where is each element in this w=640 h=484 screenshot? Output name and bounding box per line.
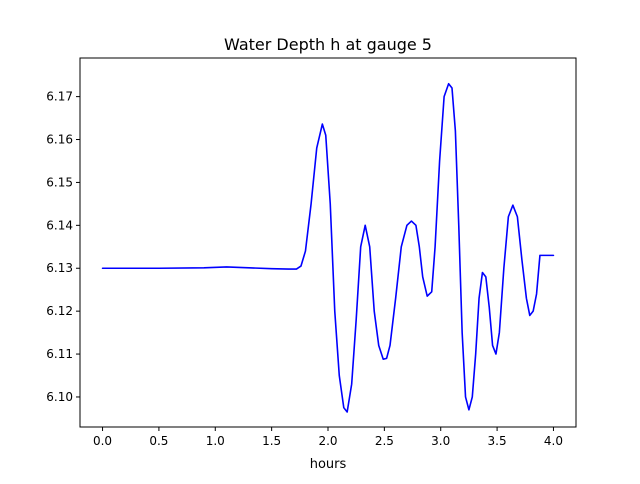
y-tick-label: 6.15	[46, 175, 73, 189]
y-tick-label: 6.16	[46, 133, 73, 147]
x-tick-label: 1.0	[206, 434, 225, 448]
y-tick-label: 6.11	[46, 347, 73, 361]
plot-area: 0.0 0.5 1.0 1.5 2.0 2.5 3.0 3.5 4.0 6.10 6.11 6.12 6…	[46, 57, 577, 448]
x-tick-label: 3.5	[488, 434, 507, 448]
x-tick-label: 2.0	[318, 434, 337, 448]
y-tick-label: 6.14	[46, 218, 73, 232]
y-tick-label: 6.17	[46, 90, 73, 104]
chart-title: Water Depth h at gauge 5	[224, 35, 432, 54]
y-tick-label: 6.13	[46, 261, 73, 275]
x-tick-label: 1.5	[262, 434, 281, 448]
y-tick-label: 6.10	[46, 390, 73, 404]
series-line-0	[101, 82, 555, 413]
x-tick-label: 0.5	[149, 434, 168, 448]
x-tick-label: 3.0	[431, 434, 450, 448]
x-tick-label: 4.0	[544, 434, 563, 448]
y-tick-label: 6.12	[46, 304, 73, 318]
x-tick-label: 0.0	[93, 434, 112, 448]
x-axis-label: hours	[310, 457, 347, 472]
x-tick-label: 2.5	[375, 434, 394, 448]
